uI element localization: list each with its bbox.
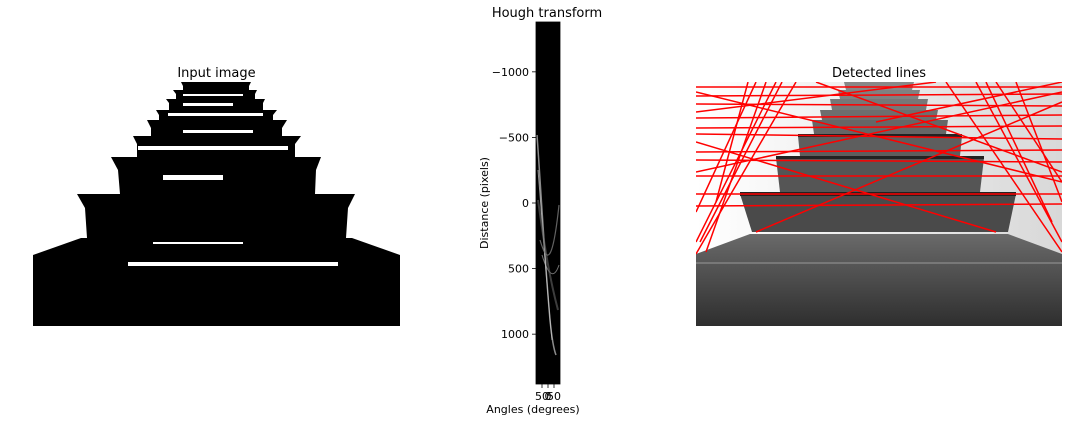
staircase-photo-svg: [696, 82, 1062, 326]
hough-y-tick-label: 0: [522, 197, 529, 210]
input-image-title: Input image: [177, 66, 256, 81]
hough-y-tick-label: 1000: [501, 328, 529, 341]
hough-accumulator-image: [536, 22, 560, 384]
detected-lines-image: [696, 82, 1062, 326]
hough-x-tick-label: 50: [535, 390, 549, 403]
hough-x-tick-label: 0: [545, 390, 552, 403]
hough-x-tick-label: 50: [547, 390, 561, 403]
hough-y-axis-label: Distance (pixels): [478, 157, 491, 249]
hough-y-tick-label: −1000: [492, 66, 529, 79]
hough-y-tick-label: −500: [499, 131, 529, 144]
hough-y-axis: −1000 −500 0 500 1000: [492, 66, 536, 341]
hough-x-axis-label: Angles (degrees): [486, 403, 579, 416]
detected-lines-title: Detected lines: [832, 66, 926, 81]
detected-line-overlay: [696, 82, 1062, 255]
hough-transform-title: Hough transform: [491, 6, 603, 21]
input-binary-image: [33, 82, 400, 326]
binary-staircase-svg: [33, 82, 400, 326]
hough-y-tick-label: 500: [508, 263, 529, 276]
